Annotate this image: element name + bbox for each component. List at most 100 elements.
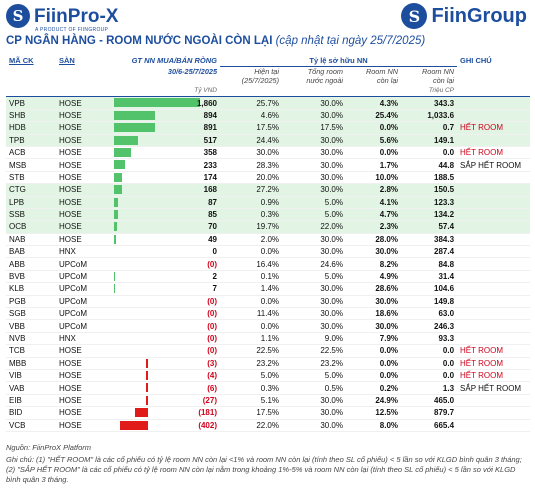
note-cell: HẾT ROOM [457, 369, 531, 383]
net-buy-bar [114, 98, 200, 108]
table-row: BID HOSE (181) 17.5% 30.0% 12.5% 879.7 [6, 406, 531, 420]
net-sell-bar [135, 408, 148, 418]
table-row: VIB HOSE (4) 5.0% 5.0% 0.0% 0.0 HẾT ROOM [6, 369, 531, 383]
net-buy-cell: (402) [114, 419, 220, 432]
col-total-room-sub: nước ngoài [306, 76, 343, 86]
current-ownership-cell: 5.1% [220, 394, 282, 408]
note-cell [457, 183, 531, 197]
exchange-cell: UPCoM [56, 270, 114, 284]
net-sell-bar [146, 395, 148, 405]
current-ownership-cell: 2.0% [220, 233, 282, 247]
logo-right-name: FiinGroup [431, 4, 527, 27]
room-left-cell: 1.7% [346, 158, 401, 172]
room-left-shares-cell: 63.0 [401, 307, 458, 321]
table-row: TPB HOSE 517 24.4% 30.0% 5.6% 149.1 [6, 134, 531, 147]
room-left-cell: 4.7% [346, 208, 401, 222]
total-room-cell: 30.0% [282, 171, 346, 185]
net-buy-value: (0) [207, 334, 217, 343]
table-row: EIB HOSE (27) 5.1% 30.0% 24.9% 465.0 [6, 394, 531, 408]
room-left-shares-cell: 149.1 [401, 134, 458, 147]
current-ownership-cell: 0.9% [220, 196, 282, 209]
current-ownership-cell: 23.2% [220, 357, 282, 371]
net-buy-cell: 2 [114, 270, 220, 284]
net-buy-cell: 517 [114, 134, 220, 147]
col-ticker: MÃ CK [9, 56, 34, 66]
ticker-cell: KLB [6, 282, 56, 296]
note-cell [457, 307, 531, 321]
net-sell-bar [120, 420, 148, 430]
room-left-shares-cell: 150.5 [401, 183, 458, 197]
current-ownership-cell: 0.1% [220, 270, 282, 284]
net-buy-value: (0) [207, 259, 217, 269]
table-row: SHB HOSE 894 4.6% 30.0% 25.4% 1,033.6 [6, 109, 531, 123]
net-buy-value: (402) [198, 420, 217, 430]
net-buy-value: 2 [212, 272, 217, 282]
note-cell [457, 319, 531, 333]
room-left-cell: 28.6% [346, 282, 401, 296]
net-buy-value: 358 [203, 148, 217, 158]
total-room-cell: 5.0% [282, 369, 346, 383]
table-row: BVB UPCoM 2 0.1% 5.0% 4.9% 31.4 [6, 270, 531, 284]
current-ownership-cell: 25.7% [220, 96, 282, 110]
total-room-cell: 30.0% [282, 109, 346, 123]
note-cell [457, 109, 531, 123]
net-buy-cell: (0) [114, 295, 220, 309]
current-ownership-cell: 0.0% [220, 319, 282, 333]
title-note: (cập nhật tại ngày 25/7/2025) [275, 35, 426, 47]
current-ownership-cell: 28.3% [220, 158, 282, 172]
table-row: VCB HOSE (402) 22.0% 30.0% 8.0% 665.4 [6, 419, 531, 432]
net-buy-value: (27) [202, 395, 217, 405]
total-room-cell: 0.5% [282, 381, 346, 395]
room-left-cell: 0.0% [346, 369, 401, 383]
room-left-shares-cell: 31.4 [401, 270, 458, 284]
note-cell: SẮP HẾT ROOM [457, 158, 531, 172]
footer: Nguồn: FiinProX Platform Ghi chú: (1) "H… [6, 443, 526, 485]
ticker-cell: SGB [6, 307, 56, 321]
net-buy-bar [114, 147, 131, 157]
exchange-cell: HOSE [56, 158, 114, 172]
total-room-cell: 30.0% [282, 406, 346, 420]
exchange-cell: HNX [56, 245, 114, 259]
net-buy-cell: 358 [114, 146, 220, 160]
room-left-shares-cell: 1.3 [401, 381, 458, 395]
col-room-left-sub: còn lại [376, 76, 398, 86]
col-ownership-group: Tỷ lệ sở hữu NN [220, 55, 458, 68]
ticker-cell: EIB [6, 394, 56, 408]
room-left-cell: 30.0% [346, 295, 401, 309]
exchange-cell: HNX [56, 332, 114, 346]
table-row: HDB HOSE 891 17.5% 17.5% 0.0% 0.7 HẾT ROOM [6, 121, 531, 135]
room-left-shares-cell: 0.0 [401, 357, 458, 371]
note-cell [457, 406, 531, 420]
note-cell [457, 295, 531, 309]
net-buy-cell: 891 [114, 121, 220, 135]
net-buy-cell: 87 [114, 196, 220, 209]
current-ownership-cell: 0.0% [220, 245, 282, 259]
net-buy-value: (181) [198, 408, 217, 418]
net-sell-bar [146, 358, 148, 368]
net-buy-cell: 7 [114, 282, 220, 296]
room-left-shares-cell: 343.3 [401, 96, 458, 110]
net-buy-value: (0) [207, 309, 217, 319]
total-room-cell: 30.0% [282, 96, 346, 110]
room-left-cell: 24.9% [346, 394, 401, 408]
total-room-cell: 9.0% [282, 332, 346, 346]
current-ownership-cell: 20.0% [220, 171, 282, 185]
col-total-room: Tổng room [307, 67, 343, 77]
room-left-shares-cell: 93.3 [401, 332, 458, 346]
exchange-cell: HOSE [56, 344, 114, 358]
room-left-cell: 8.0% [346, 419, 401, 432]
note-cell [457, 282, 531, 296]
ticker-cell: STB [6, 171, 56, 185]
room-left-cell: 30.0% [346, 245, 401, 259]
exchange-cell: UPCoM [56, 295, 114, 309]
room-left-shares-cell: 0.7 [401, 121, 458, 135]
total-room-cell: 30.0% [282, 419, 346, 432]
table-row: VAB HOSE (6) 0.3% 0.5% 0.2% 1.3 SẮP HẾT ROOM [6, 381, 531, 395]
exchange-cell: HOSE [56, 233, 114, 247]
unit-shares: Triệu CP [401, 85, 458, 98]
room-left-cell: 12.5% [346, 406, 401, 420]
title-main: CP NGÂN HÀNG - ROOM NƯỚC NGOÀI CÒN LẠI [6, 35, 273, 47]
ticker-cell: TPB [6, 134, 56, 147]
net-buy-bar [114, 222, 118, 232]
exchange-cell: UPCoM [56, 319, 114, 333]
